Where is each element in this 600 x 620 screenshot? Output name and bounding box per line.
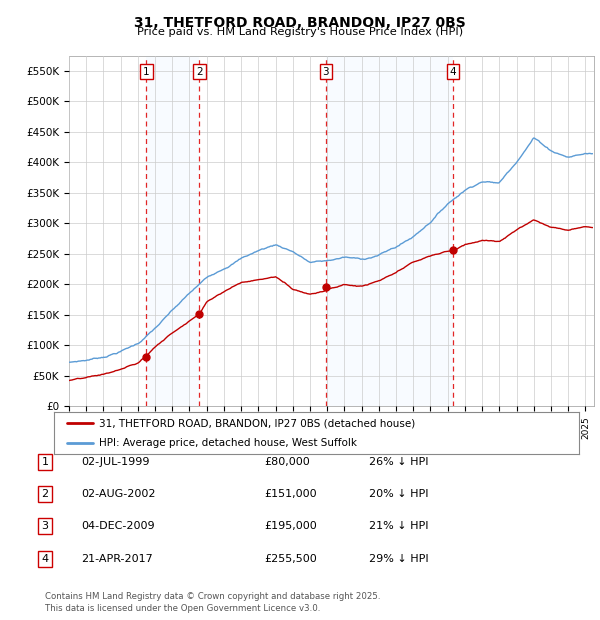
Text: 21-APR-2017: 21-APR-2017 <box>81 554 153 564</box>
Text: 1: 1 <box>143 66 150 76</box>
Text: 31, THETFORD ROAD, BRANDON, IP27 0BS: 31, THETFORD ROAD, BRANDON, IP27 0BS <box>134 16 466 30</box>
Text: £195,000: £195,000 <box>264 521 317 531</box>
Bar <box>146 56 199 406</box>
Text: Contains HM Land Registry data © Crown copyright and database right 2025.
This d: Contains HM Land Registry data © Crown c… <box>45 591 380 613</box>
Text: 21% ↓ HPI: 21% ↓ HPI <box>369 521 428 531</box>
Bar <box>326 56 453 406</box>
Text: 4: 4 <box>449 66 456 76</box>
Text: 04-DEC-2009: 04-DEC-2009 <box>81 521 155 531</box>
Text: 1: 1 <box>41 457 49 467</box>
Text: 3: 3 <box>41 521 49 531</box>
Text: £255,500: £255,500 <box>264 554 317 564</box>
Text: 2: 2 <box>41 489 49 499</box>
Text: HPI: Average price, detached house, West Suffolk: HPI: Average price, detached house, West… <box>98 438 356 448</box>
Text: 26% ↓ HPI: 26% ↓ HPI <box>369 457 428 467</box>
Text: 3: 3 <box>323 66 329 76</box>
Text: 20% ↓ HPI: 20% ↓ HPI <box>369 489 428 499</box>
Text: £151,000: £151,000 <box>264 489 317 499</box>
Text: 02-AUG-2002: 02-AUG-2002 <box>81 489 155 499</box>
Text: 2: 2 <box>196 66 203 76</box>
Text: £80,000: £80,000 <box>264 457 310 467</box>
Text: Price paid vs. HM Land Registry's House Price Index (HPI): Price paid vs. HM Land Registry's House … <box>137 27 463 37</box>
Text: 4: 4 <box>41 554 49 564</box>
Text: 31, THETFORD ROAD, BRANDON, IP27 0BS (detached house): 31, THETFORD ROAD, BRANDON, IP27 0BS (de… <box>98 418 415 428</box>
Text: 02-JUL-1999: 02-JUL-1999 <box>81 457 149 467</box>
Text: 29% ↓ HPI: 29% ↓ HPI <box>369 554 428 564</box>
